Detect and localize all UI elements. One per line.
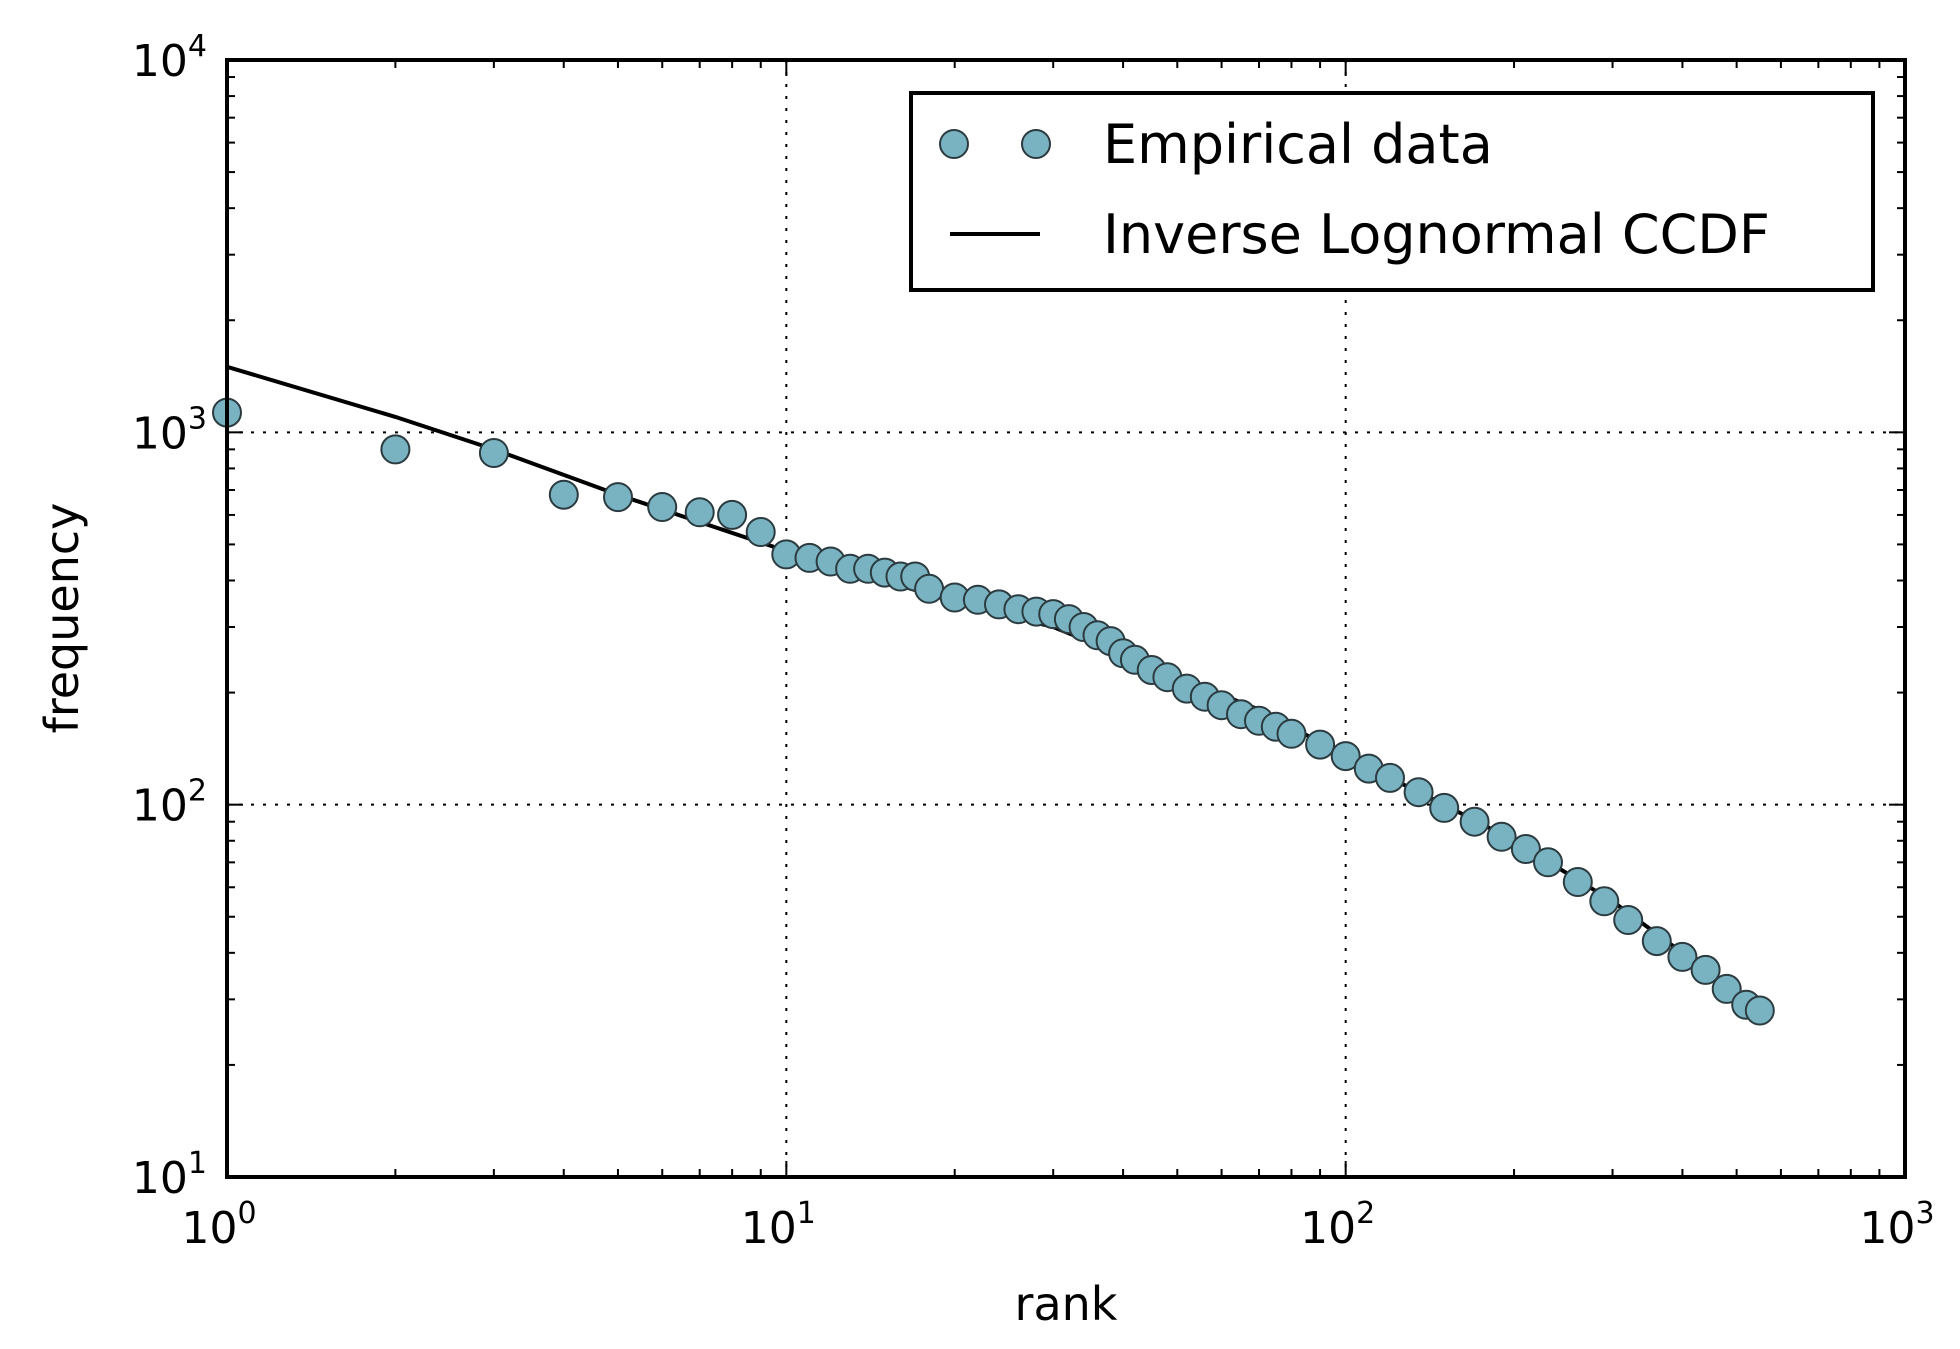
- empirical-data-point: [1305, 729, 1336, 760]
- empirical-data-point: [717, 499, 748, 530]
- plot-frame: [225, 58, 1907, 1179]
- x-tick-exponent: 2: [1356, 1196, 1375, 1231]
- empirical-data-point: [1276, 718, 1307, 749]
- empirical-data-point: [1744, 995, 1775, 1026]
- x-tick-base: 10: [1300, 1203, 1356, 1254]
- empirical-data-point: [380, 434, 411, 465]
- x-tick-label: 101: [741, 1196, 816, 1254]
- y-axis-label: frequency: [35, 503, 89, 734]
- y-tick-base: 10: [132, 36, 188, 87]
- y-tick-base: 10: [132, 781, 188, 832]
- empirical-data-point: [1711, 973, 1742, 1004]
- empirical-data-point: [1667, 941, 1698, 972]
- empirical-data-point: [478, 438, 509, 468]
- x-tick-base: 10: [1859, 1203, 1915, 1254]
- y-tick-label: 101: [132, 1146, 207, 1204]
- empirical-data-point: [745, 517, 776, 547]
- empirical-data-point: [1641, 926, 1672, 957]
- empirical-data-point: [1562, 867, 1593, 897]
- x-axis-label: rank: [1015, 1277, 1118, 1331]
- legend-label-empirical: Empirical data: [1103, 113, 1493, 176]
- empirical-data-point: [1510, 834, 1541, 864]
- x-tick-base: 10: [741, 1203, 797, 1254]
- y-tick-base: 10: [132, 408, 188, 459]
- y-tick-base: 10: [132, 1153, 188, 1204]
- lognormal-ccdf-line: [226, 364, 1761, 1013]
- empirical-data-point: [914, 573, 945, 604]
- y-tick-exponent: 2: [188, 774, 207, 809]
- y-tick-exponent: 1: [188, 1146, 207, 1181]
- y-tick-label: 103: [132, 401, 207, 459]
- empirical-data-point: [1690, 954, 1721, 985]
- empirical-data-point: [1613, 905, 1644, 935]
- empirical-data-point: [684, 497, 715, 528]
- legend-marker-2: [1021, 129, 1051, 159]
- legend-marker-1: [939, 129, 969, 159]
- empirical-data-point: [1533, 847, 1563, 878]
- empirical-data-point: [1403, 777, 1434, 808]
- empirical-data-point: [1486, 821, 1517, 852]
- y-tick-exponent: 3: [188, 401, 207, 436]
- empirical-data-point: [647, 492, 678, 522]
- empirical-data-point: [1375, 762, 1405, 793]
- x-tick-label: 100: [181, 1196, 256, 1254]
- y-tick-label: 102: [132, 774, 207, 832]
- empirical-data-point: [1330, 741, 1361, 772]
- empirical-data-point: [603, 482, 633, 513]
- x-tick-label: 102: [1300, 1196, 1375, 1254]
- empirical-data-point: [548, 479, 579, 510]
- x-tick-base: 10: [181, 1203, 237, 1254]
- empirical-data-point: [1589, 886, 1620, 917]
- x-tick-exponent: 0: [237, 1196, 256, 1231]
- y-tick-exponent: 4: [188, 29, 207, 64]
- legend-box: [909, 91, 1875, 292]
- x-tick-exponent: 3: [1915, 1196, 1934, 1231]
- empirical-data-point: [1459, 806, 1490, 837]
- legend-label-lognormal: Inverse Lognormal CCDF: [1103, 203, 1770, 266]
- x-tick-exponent: 1: [797, 1196, 816, 1231]
- y-tick-label: 104: [132, 29, 207, 87]
- plot-area: [212, 364, 1775, 1026]
- legend: Empirical data Inverse Lognormal CCDF: [909, 91, 1875, 292]
- x-tick-label: 103: [1859, 1196, 1934, 1254]
- empirical-data-point: [1429, 792, 1460, 823]
